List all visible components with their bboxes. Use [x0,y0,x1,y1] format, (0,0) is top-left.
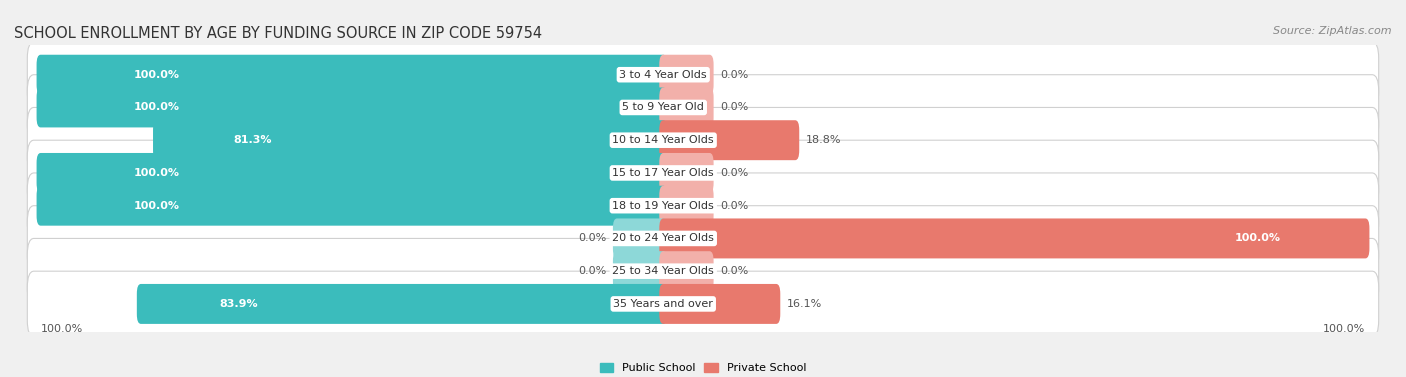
Text: 100.0%: 100.0% [41,325,83,334]
FancyBboxPatch shape [613,251,668,291]
Text: 0.0%: 0.0% [720,266,748,276]
FancyBboxPatch shape [27,107,1379,173]
FancyBboxPatch shape [37,87,668,127]
Text: 100.0%: 100.0% [134,103,180,112]
Text: 0.0%: 0.0% [578,233,606,244]
Text: 83.9%: 83.9% [219,299,257,309]
FancyBboxPatch shape [37,55,668,95]
FancyBboxPatch shape [659,186,714,226]
FancyBboxPatch shape [37,186,668,226]
FancyBboxPatch shape [37,153,668,193]
FancyBboxPatch shape [27,206,1379,271]
FancyBboxPatch shape [27,271,1379,337]
Text: 0.0%: 0.0% [720,168,748,178]
Text: 25 to 34 Year Olds: 25 to 34 Year Olds [613,266,714,276]
FancyBboxPatch shape [136,284,668,324]
FancyBboxPatch shape [659,218,1369,258]
Text: 15 to 17 Year Olds: 15 to 17 Year Olds [613,168,714,178]
FancyBboxPatch shape [153,120,668,160]
Text: 18 to 19 Year Olds: 18 to 19 Year Olds [613,201,714,211]
FancyBboxPatch shape [659,120,799,160]
Text: 35 Years and over: 35 Years and over [613,299,713,309]
Text: 100.0%: 100.0% [1236,233,1281,244]
FancyBboxPatch shape [659,153,714,193]
FancyBboxPatch shape [27,42,1379,107]
Text: 10 to 14 Year Olds: 10 to 14 Year Olds [613,135,714,145]
FancyBboxPatch shape [659,87,714,127]
FancyBboxPatch shape [659,55,714,95]
Text: 3 to 4 Year Olds: 3 to 4 Year Olds [620,70,707,80]
FancyBboxPatch shape [27,75,1379,140]
Text: 81.3%: 81.3% [233,135,271,145]
Text: 0.0%: 0.0% [720,201,748,211]
Text: 0.0%: 0.0% [720,70,748,80]
Text: 5 to 9 Year Old: 5 to 9 Year Old [623,103,704,112]
Text: 20 to 24 Year Olds: 20 to 24 Year Olds [613,233,714,244]
Text: 0.0%: 0.0% [578,266,606,276]
FancyBboxPatch shape [659,284,780,324]
Text: 100.0%: 100.0% [1323,325,1365,334]
FancyBboxPatch shape [659,251,714,291]
Legend: Public School, Private School: Public School, Private School [595,359,811,377]
FancyBboxPatch shape [27,140,1379,206]
FancyBboxPatch shape [613,218,668,258]
Text: SCHOOL ENROLLMENT BY AGE BY FUNDING SOURCE IN ZIP CODE 59754: SCHOOL ENROLLMENT BY AGE BY FUNDING SOUR… [14,26,543,41]
Text: 16.1%: 16.1% [787,299,823,309]
FancyBboxPatch shape [27,238,1379,304]
FancyBboxPatch shape [27,173,1379,238]
Text: 100.0%: 100.0% [134,168,180,178]
Text: 0.0%: 0.0% [720,103,748,112]
Text: 100.0%: 100.0% [134,70,180,80]
Text: 100.0%: 100.0% [134,201,180,211]
Text: 18.8%: 18.8% [806,135,841,145]
Text: Source: ZipAtlas.com: Source: ZipAtlas.com [1274,26,1392,37]
